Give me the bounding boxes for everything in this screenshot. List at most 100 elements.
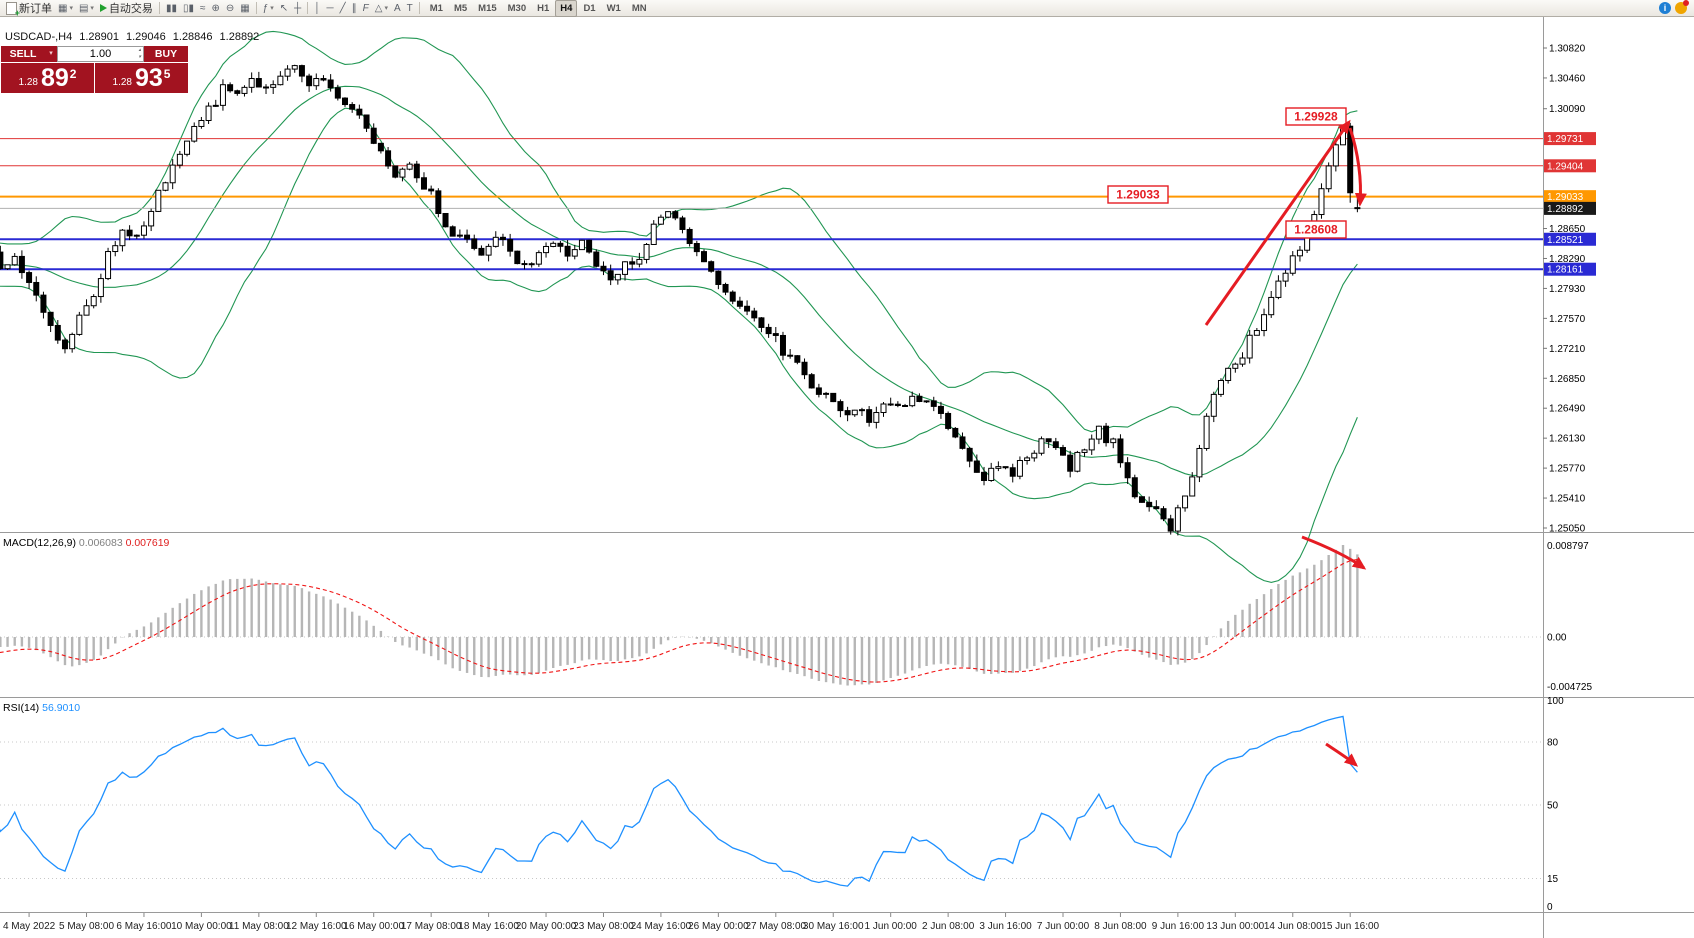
- candle-body: [140, 225, 147, 236]
- line-chart-type-button[interactable]: ≈: [197, 1, 209, 16]
- candle-body: [1103, 425, 1110, 444]
- price-axis-label: 1.30090: [1549, 104, 1586, 115]
- ohlc-high: 1.29046: [126, 31, 166, 43]
- channel-button[interactable]: ∥: [349, 1, 360, 16]
- ohlc-open: 1.28901: [79, 31, 119, 43]
- trend-arrow[interactable]: [1325, 742, 1359, 767]
- candle-body: [1067, 454, 1074, 472]
- tile-windows-button[interactable]: ▦: [237, 1, 252, 16]
- bar-chart-type-button[interactable]: ▮▮: [163, 1, 180, 16]
- current-price-tag: [1544, 201, 1596, 215]
- trend-arrow[interactable]: [1204, 119, 1351, 326]
- annotations-layer[interactable]: 1.29928 1.29033 1.28608: [1107, 107, 1367, 767]
- price-axis-label: 1.26130: [1549, 434, 1586, 445]
- label-tool-button[interactable]: T: [404, 1, 416, 16]
- ask-pipette: 5: [163, 66, 171, 81]
- candle-body: [988, 467, 995, 481]
- candle-body: [148, 210, 155, 227]
- candle-body: [701, 251, 707, 263]
- candle-body: [973, 460, 980, 473]
- timeframe-m15[interactable]: M15: [478, 2, 497, 14]
- time-axis-label: 13 Jun 00:00: [1206, 921, 1264, 932]
- cursor-button[interactable]: ↖: [277, 1, 291, 16]
- timeframe-h1[interactable]: H1: [537, 2, 550, 14]
- svg-text:1.28892: 1.28892: [1547, 204, 1584, 215]
- buy-price-panel[interactable]: 1.28 93 5: [95, 63, 188, 93]
- svg-text:15: 15: [1547, 874, 1559, 885]
- timeframe-m5[interactable]: M5: [453, 2, 468, 14]
- time-axis-label: 10 May 00:00: [171, 921, 232, 932]
- candle-body: [571, 249, 578, 257]
- trendline-button[interactable]: ╱: [337, 1, 349, 16]
- autotrading-button[interactable]: 自动交易: [97, 1, 156, 16]
- fibonacci-button[interactable]: F: [360, 1, 372, 16]
- svg-text:80: 80: [1547, 738, 1559, 749]
- text-tool-button[interactable]: A: [391, 1, 404, 16]
- zoom-in-button[interactable]: ⊕: [208, 1, 222, 16]
- bollinger-middle: [0, 85, 1358, 477]
- buy-button[interactable]: BUY: [144, 46, 188, 62]
- timeframe-d1[interactable]: D1: [583, 2, 596, 14]
- trend-arrow[interactable]: [1301, 535, 1367, 570]
- axes-layer[interactable]: 1.297311.294041.290331.285211.281611.288…: [3, 44, 1596, 933]
- time-axis-label: 27 May 08:00: [745, 921, 806, 932]
- candle-body: [54, 324, 61, 341]
- new-order-icon: [6, 1, 20, 18]
- candle-body: [219, 84, 226, 106]
- vertical-line-button[interactable]: │: [311, 1, 323, 16]
- profiles-button[interactable]: ▤ ▾: [76, 1, 97, 16]
- main-toolbar: 新订单 ▦ ▾ ▤ ▾ 自动交易 ▮▮ ▯▮ ≈ ⊕ ⊖ ▦ ƒ ▾ ↖ ┼ │…: [0, 0, 1694, 18]
- time-axis-label: 12 May 16:00: [286, 921, 347, 932]
- candle-body: [1354, 207, 1361, 210]
- horizontal-line-button[interactable]: ─: [324, 1, 337, 16]
- candle-body: [837, 401, 844, 412]
- price-annotation-box[interactable]: [1107, 185, 1169, 204]
- timeframe-mn[interactable]: MN: [631, 2, 647, 14]
- candle-chart-type-button[interactable]: ▯▮: [180, 1, 197, 16]
- candle-body: [313, 78, 320, 87]
- new-chart-button[interactable]: ▦ ▾: [55, 1, 76, 16]
- candle-body: [930, 400, 937, 407]
- candle-body: [105, 251, 112, 280]
- sell-button[interactable]: SELL: [1, 46, 45, 62]
- shapes-button[interactable]: △ ▾: [372, 1, 391, 16]
- candle-body: [514, 250, 521, 265]
- candle-body: [686, 228, 693, 244]
- price-axis-label: 1.28650: [1549, 224, 1586, 235]
- new-order-button[interactable]: 新订单: [3, 1, 55, 18]
- candle-body: [909, 395, 916, 407]
- one-click-menu-caret[interactable]: ▾: [45, 46, 57, 62]
- trend-arrow[interactable]: [1348, 127, 1367, 207]
- bar-chart-icon: ▮▮: [165, 2, 177, 14]
- time-axis-label: 6 May 16:00: [116, 921, 171, 932]
- crosshair-button[interactable]: ┼: [291, 1, 304, 16]
- candle-body: [234, 90, 241, 94]
- price-annotation-box[interactable]: [1285, 107, 1347, 126]
- timeframe-m30[interactable]: M30: [507, 2, 527, 14]
- candle-body: [622, 261, 629, 275]
- timeframe-m1[interactable]: M1: [429, 2, 443, 14]
- volume-input[interactable]: 1.00 ▴ ▾: [57, 46, 144, 62]
- candle-body: [169, 164, 176, 184]
- macd-signal-line: [0, 558, 1358, 683]
- candle-body: [18, 255, 25, 274]
- notifications-icon[interactable]: [1675, 0, 1689, 14]
- price-levels[interactable]: [0, 138, 1543, 271]
- svg-text:0: 0: [1547, 902, 1553, 913]
- zoom-out-button[interactable]: ⊖: [223, 1, 237, 16]
- volume-spinner[interactable]: ▴ ▾: [138, 47, 141, 60]
- indicators-button[interactable]: ƒ ▾: [260, 1, 277, 16]
- candle-body: [1268, 296, 1275, 316]
- price-annotation-box[interactable]: [1285, 220, 1347, 239]
- candle-body: [923, 400, 930, 403]
- candle-body: [263, 86, 270, 89]
- candle-body: [1282, 272, 1289, 282]
- svg-text:0.008797: 0.008797: [1547, 541, 1589, 552]
- axis-tag: [1544, 262, 1596, 276]
- sell-price-panel[interactable]: 1.28 89 2: [1, 63, 94, 93]
- toolbar-separator: [307, 2, 309, 14]
- community-icon[interactable]: i: [1659, 2, 1671, 14]
- timeframe-w1[interactable]: W1: [606, 2, 621, 14]
- timeframe-h4[interactable]: H4: [555, 0, 578, 17]
